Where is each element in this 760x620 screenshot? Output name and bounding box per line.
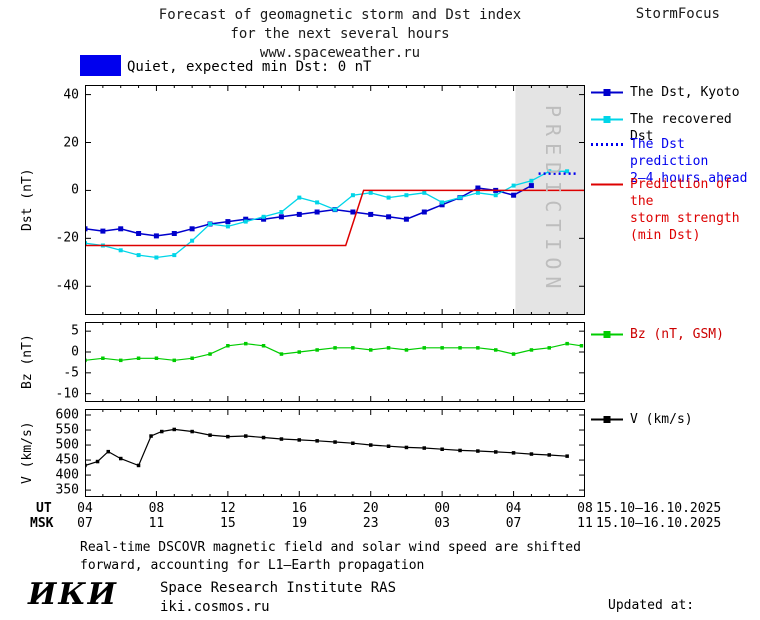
x-tick-label: 19	[291, 516, 308, 531]
footnote-line-2: forward, accounting for L1–Earth propaga…	[80, 558, 425, 573]
legend-item-recovered-dst: The recovered Dst	[590, 111, 760, 145]
legend-label: 2–4 hours ahead	[630, 171, 748, 186]
dst-chart	[85, 85, 585, 315]
title-line-2: for the next several hours	[230, 26, 450, 42]
page-title: Forecast of geomagnetic storm and Dst in…	[80, 6, 600, 63]
footnote: Real-time DSCOVR magnetic field and sola…	[80, 539, 581, 575]
recovered-dst-marker-icon	[591, 116, 623, 123]
msk-label: MSK	[30, 516, 54, 531]
ut-tick-row: UT 15.10–16.10.2025 04 08 12 16 20 00 04 08	[0, 501, 760, 517]
y-tick-label: 20	[63, 135, 79, 150]
v-panel: 600 550 500 450 400 350	[56, 408, 585, 498]
msk-date: 15.10–16.10.2025	[596, 516, 722, 531]
dst-axis-label: Dst (nT)	[20, 168, 35, 232]
y-tick-label: 40	[63, 87, 79, 103]
y-tick-label: -10	[55, 386, 79, 402]
title-line-1: Forecast of geomagnetic storm and Dst in…	[158, 7, 522, 23]
ut-date: 15.10–16.10.2025	[596, 501, 722, 516]
x-tick-label: 07	[505, 516, 522, 531]
y-tick-label: 350	[55, 482, 79, 498]
legend-label: The recovered Dst	[630, 112, 732, 144]
y-tick-label: 0	[71, 182, 79, 198]
v-marker-icon	[591, 416, 623, 423]
title-link[interactable]: www.spaceweather.ru	[259, 45, 421, 61]
x-tick-label: 08	[148, 501, 165, 516]
legend-label: Bz (nT, GSM)	[630, 327, 724, 342]
x-tick-label: 04	[505, 501, 522, 516]
x-tick-label: 15	[220, 516, 236, 531]
x-tick-label: 00	[434, 501, 450, 516]
x-tick-label: 11	[577, 516, 593, 531]
x-tick-label: 03	[434, 516, 450, 531]
bz-marker-icon	[591, 331, 623, 338]
y-tick-label: -5	[63, 365, 79, 381]
y-tick-label: 550	[55, 422, 79, 438]
legend-item-bz: Bz (nT, GSM)	[590, 326, 724, 343]
legend-label: V (km/s)	[630, 412, 693, 427]
legend-item-dst-kyoto: The Dst, Kyoto	[590, 84, 740, 101]
institute-site-link[interactable]: iki.cosmos.ru	[160, 599, 270, 615]
y-tick-label: 600	[55, 407, 79, 423]
x-tick-label: 23	[362, 516, 379, 531]
v-axis-label: V (km/s)	[20, 421, 35, 485]
iki-logo: ИКИ	[28, 577, 118, 612]
dst-kyoto-marker-icon	[591, 89, 623, 96]
dst-panel: PREDICTION 40 20 0 -20 -40	[56, 85, 585, 315]
legend-label: The Dst prediction	[630, 137, 709, 169]
bz-chart	[85, 322, 585, 402]
x-tick-label: 20	[362, 501, 379, 516]
status-swatch	[80, 55, 121, 76]
x-tick-label: 08	[577, 501, 593, 516]
institute-name: Space Research Institute RAS	[160, 580, 397, 596]
updated-label: Updated at:	[608, 598, 695, 613]
y-tick-label: 5	[71, 323, 79, 339]
x-tick-label: 11	[148, 516, 165, 531]
y-tick-label: 400	[55, 467, 79, 483]
v-chart	[85, 409, 585, 497]
footnote-line-1: Real-time DSCOVR magnetic field and sola…	[80, 540, 581, 555]
bz-axis-label: Bz (nT)	[20, 334, 35, 390]
storm-strength-prediction-marker-icon	[591, 183, 623, 186]
dst-prediction-marker-icon	[591, 143, 623, 146]
legend: The Dst, Kyoto The recovered Dst The Dst p…	[590, 0, 760, 500]
updated-block: Updated at: UT 04:05, 16.10.2025 MSK 07:…	[608, 566, 760, 620]
x-tick-label: 07	[77, 516, 93, 531]
legend-label: (min Dst)	[630, 228, 701, 243]
msk-tick-row: MSK 15.10–16.10.2025 07 11 15 19 23 03 07 11	[0, 516, 760, 532]
y-tick-label: 0	[71, 344, 79, 360]
brand-label: StormFocus	[635, 6, 720, 22]
x-tick-label: 12	[220, 501, 236, 516]
y-tick-label: -20	[55, 230, 79, 246]
y-tick-label: 500	[55, 437, 79, 453]
status-text: Quiet, expected min Dst: 0 nT	[127, 59, 372, 75]
legend-label: storm strength	[630, 211, 740, 226]
y-tick-label: 450	[55, 452, 79, 468]
x-tick-label: 16	[291, 501, 308, 516]
ut-label: UT	[36, 501, 52, 516]
bz-panel: 5 0 -5 -10	[56, 322, 585, 402]
x-tick-label: 04	[77, 501, 93, 516]
legend-item-dst-prediction: The Dst prediction 2–4 hours ahead	[590, 136, 760, 187]
legend-label: The Dst, Kyoto	[630, 85, 740, 100]
y-tick-label: -40	[55, 278, 79, 294]
legend-label: Prediction of the	[630, 177, 732, 209]
legend-item-v: V (km/s)	[590, 411, 693, 428]
legend-item-storm-strength-prediction: Prediction of the storm strength (min Dst)	[590, 176, 760, 244]
